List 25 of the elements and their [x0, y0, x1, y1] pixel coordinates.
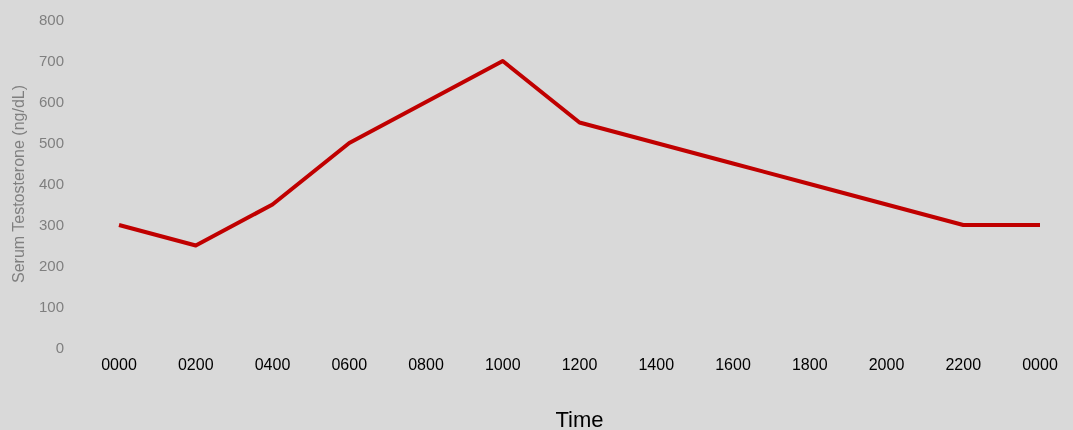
y-tick-label: 800	[38, 11, 64, 29]
x-axis-title: Time	[555, 407, 604, 430]
y-tick-label: 100	[38, 298, 64, 316]
x-tick-label: 1600	[715, 356, 751, 373]
x-tick-label: 2200	[945, 356, 982, 373]
line-series	[117, 59, 1042, 248]
y-tick-label: 200	[38, 257, 64, 275]
x-tick-label: 0600	[331, 356, 368, 373]
x-tick-label: 1800	[791, 356, 828, 373]
x-tick-label: 0000	[101, 356, 137, 373]
x-tick-label: 1200	[561, 356, 598, 373]
y-tick-label: 400	[38, 175, 64, 193]
x-tick-label: 0800	[408, 356, 444, 373]
x-tick-label: 1400	[638, 356, 675, 373]
y-tick-label: 300	[38, 216, 64, 234]
y-tick-label: 700	[38, 52, 64, 70]
x-tick-label: 0400	[254, 356, 291, 373]
x-tick-label: 2000	[868, 356, 905, 373]
x-tick-label: 1000	[484, 356, 521, 373]
y-tick-label: 0	[55, 339, 64, 357]
x-tick-label: 0200	[177, 356, 214, 373]
y-tick-label: 500	[38, 134, 64, 152]
y-tick-label: 600	[38, 93, 64, 111]
y-axis-title: Serum Testosterone (ng/dL)	[10, 84, 27, 284]
x-tick-label: 0000	[1022, 356, 1058, 373]
